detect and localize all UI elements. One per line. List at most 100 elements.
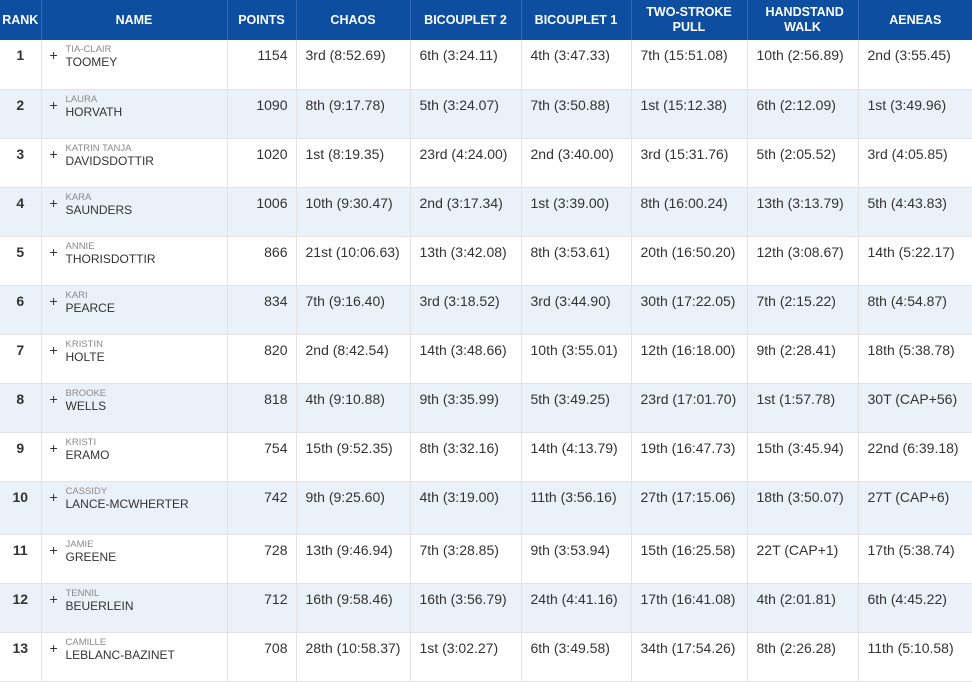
expand-icon[interactable]: + bbox=[49, 639, 58, 656]
event-bicouplet-2-cell: 6th (3:24.11) bbox=[410, 40, 522, 90]
event-chaos-cell: 1st (8:19.35) bbox=[296, 138, 411, 188]
athlete-cell: + KRISTIN HOLTE bbox=[41, 334, 228, 384]
last-name[interactable]: THORISDOTTIR bbox=[65, 251, 156, 266]
header-two-stroke-pull[interactable]: TWO-STROKE PULL bbox=[631, 0, 748, 40]
first-name: BROOKE bbox=[65, 387, 107, 399]
points-cell: 742 bbox=[227, 481, 297, 535]
last-name[interactable]: WELLS bbox=[65, 398, 107, 413]
event-handstand-walk-cell: 12th (3:08.67) bbox=[747, 236, 859, 286]
last-name[interactable]: PEARCE bbox=[65, 300, 115, 315]
event-bicouplet-1-cell: 1st (3:39.00) bbox=[521, 187, 632, 237]
event-bicouplet-2-cell: 1st (3:02.27) bbox=[410, 632, 522, 682]
header-chaos[interactable]: CHAOS bbox=[296, 0, 411, 40]
event-aeneas-cell: 5th (4:43.83) bbox=[858, 187, 972, 237]
event-two-stroke-pull-cell: 12th (16:18.00) bbox=[631, 334, 748, 384]
event-chaos-cell: 9th (9:25.60) bbox=[296, 481, 411, 535]
event-aeneas-cell: 6th (4:45.22) bbox=[858, 583, 972, 633]
event-bicouplet-2-cell: 14th (3:48.66) bbox=[410, 334, 522, 384]
header-bicouplet-1[interactable]: BICOUPLET 1 bbox=[521, 0, 632, 40]
event-handstand-walk-cell: 22T (CAP+1) bbox=[747, 534, 859, 584]
expand-icon[interactable]: + bbox=[49, 541, 58, 558]
expand-icon[interactable]: + bbox=[49, 194, 58, 211]
rank-cell: 1 bbox=[0, 40, 42, 90]
first-name: TENNIL bbox=[65, 587, 100, 599]
expand-icon[interactable]: + bbox=[49, 590, 58, 607]
last-name[interactable]: HORVATH bbox=[65, 104, 123, 119]
athlete-cell: + CAMILLE LEBLANC-BAZINET bbox=[41, 632, 228, 682]
event-two-stroke-pull-cell: 1st (15:12.38) bbox=[631, 89, 748, 139]
event-bicouplet-2-cell: 13th (3:42.08) bbox=[410, 236, 522, 286]
event-aeneas-cell: 17th (5:38.74) bbox=[858, 534, 972, 584]
last-name[interactable]: LANCE-MCWHERTER bbox=[65, 496, 189, 511]
expand-icon[interactable]: + bbox=[49, 292, 58, 309]
rank-cell: 12 bbox=[0, 583, 42, 633]
header-name[interactable]: NAME bbox=[41, 0, 228, 40]
last-name[interactable]: HOLTE bbox=[65, 349, 105, 364]
event-bicouplet-1-cell: 24th (4:41.16) bbox=[521, 583, 632, 633]
expand-icon[interactable]: + bbox=[49, 390, 58, 407]
athlete-cell: + BROOKE WELLS bbox=[41, 383, 228, 433]
event-bicouplet-1-cell: 9th (3:53.94) bbox=[521, 534, 632, 584]
event-chaos-cell: 21st (10:06.63) bbox=[296, 236, 411, 286]
expand-icon[interactable]: + bbox=[49, 488, 58, 505]
rank-cell: 10 bbox=[0, 481, 42, 535]
last-name[interactable]: SAUNDERS bbox=[65, 202, 133, 217]
event-two-stroke-pull-cell: 30th (17:22.05) bbox=[631, 285, 748, 335]
points-cell: 712 bbox=[227, 583, 297, 633]
athlete-cell: + TIA-CLAIR TOOMEY bbox=[41, 40, 228, 90]
event-two-stroke-pull-cell: 20th (16:50.20) bbox=[631, 236, 748, 286]
event-handstand-walk-cell: 8th (2:26.28) bbox=[747, 632, 859, 682]
last-name[interactable]: DAVIDSDOTTIR bbox=[65, 153, 154, 168]
event-chaos-cell: 7th (9:16.40) bbox=[296, 285, 411, 335]
event-handstand-walk-cell: 13th (3:13.79) bbox=[747, 187, 859, 237]
rank-cell: 6 bbox=[0, 285, 42, 335]
header-aeneas[interactable]: AENEAS bbox=[858, 0, 972, 40]
rank-cell: 7 bbox=[0, 334, 42, 384]
event-chaos-cell: 3rd (8:52.69) bbox=[296, 40, 411, 90]
event-aeneas-cell: 30T (CAP+56) bbox=[858, 383, 972, 433]
event-bicouplet-2-cell: 16th (3:56.79) bbox=[410, 583, 522, 633]
expand-icon[interactable]: + bbox=[49, 439, 58, 456]
event-bicouplet-1-cell: 6th (3:49.58) bbox=[521, 632, 632, 682]
event-handstand-walk-cell: 1st (1:57.78) bbox=[747, 383, 859, 433]
rank-cell: 11 bbox=[0, 534, 42, 584]
expand-icon[interactable]: + bbox=[49, 96, 58, 113]
last-name[interactable]: TOOMEY bbox=[65, 55, 118, 69]
last-name[interactable]: BEUERLEIN bbox=[65, 598, 134, 613]
points-cell: 818 bbox=[227, 383, 297, 433]
expand-icon[interactable]: + bbox=[49, 145, 58, 162]
event-bicouplet-2-cell: 4th (3:19.00) bbox=[410, 481, 522, 535]
event-aeneas-cell: 3rd (4:05.85) bbox=[858, 138, 972, 188]
event-chaos-cell: 4th (9:10.88) bbox=[296, 383, 411, 433]
event-bicouplet-1-cell: 11th (3:56.16) bbox=[521, 481, 632, 535]
event-aeneas-cell: 1st (3:49.96) bbox=[858, 89, 972, 139]
event-aeneas-cell: 11th (5:10.58) bbox=[858, 632, 972, 682]
table-row: 5 + ANNIE THORISDOTTIR 866 21st (10:06.63) 13t… bbox=[0, 236, 972, 286]
points-cell: 1006 bbox=[227, 187, 297, 237]
header-points[interactable]: POINTS bbox=[227, 0, 297, 40]
first-name: KARI bbox=[65, 289, 88, 301]
last-name[interactable]: LEBLANC-BAZINET bbox=[65, 647, 175, 662]
header-row: RANK NAME POINTS CHAOS BICOUPLET 2 BICOU… bbox=[0, 0, 972, 40]
event-bicouplet-2-cell: 23rd (4:24.00) bbox=[410, 138, 522, 188]
table-row: 2 + LAURA HORVATH 1090 8th (9:17.78) 5th (3:24… bbox=[0, 89, 972, 139]
header-rank[interactable]: RANK bbox=[0, 0, 42, 40]
table-row: 12 + TENNIL BEUERLEIN 712 16th (9:58.46) 16th … bbox=[0, 583, 972, 633]
event-aeneas-cell: 2nd (3:55.45) bbox=[858, 40, 972, 90]
event-handstand-walk-cell: 15th (3:45.94) bbox=[747, 432, 859, 482]
athlete-cell: + KARA SAUNDERS bbox=[41, 187, 228, 237]
rank-cell: 2 bbox=[0, 89, 42, 139]
last-name[interactable]: GREENE bbox=[65, 549, 117, 564]
points-cell: 1090 bbox=[227, 89, 297, 139]
expand-icon[interactable]: + bbox=[49, 341, 58, 358]
expand-icon[interactable]: + bbox=[49, 47, 58, 63]
points-cell: 728 bbox=[227, 534, 297, 584]
event-bicouplet-2-cell: 8th (3:32.16) bbox=[410, 432, 522, 482]
last-name[interactable]: ERAMO bbox=[65, 447, 110, 462]
first-name: CAMILLE bbox=[65, 636, 107, 648]
header-bicouplet-2[interactable]: BICOUPLET 2 bbox=[410, 0, 522, 40]
athlete-cell: + ANNIE THORISDOTTIR bbox=[41, 236, 228, 286]
first-name: JAMIE bbox=[65, 538, 94, 550]
header-handstand-walk[interactable]: HANDSTAND WALK bbox=[747, 0, 859, 40]
expand-icon[interactable]: + bbox=[49, 243, 58, 260]
